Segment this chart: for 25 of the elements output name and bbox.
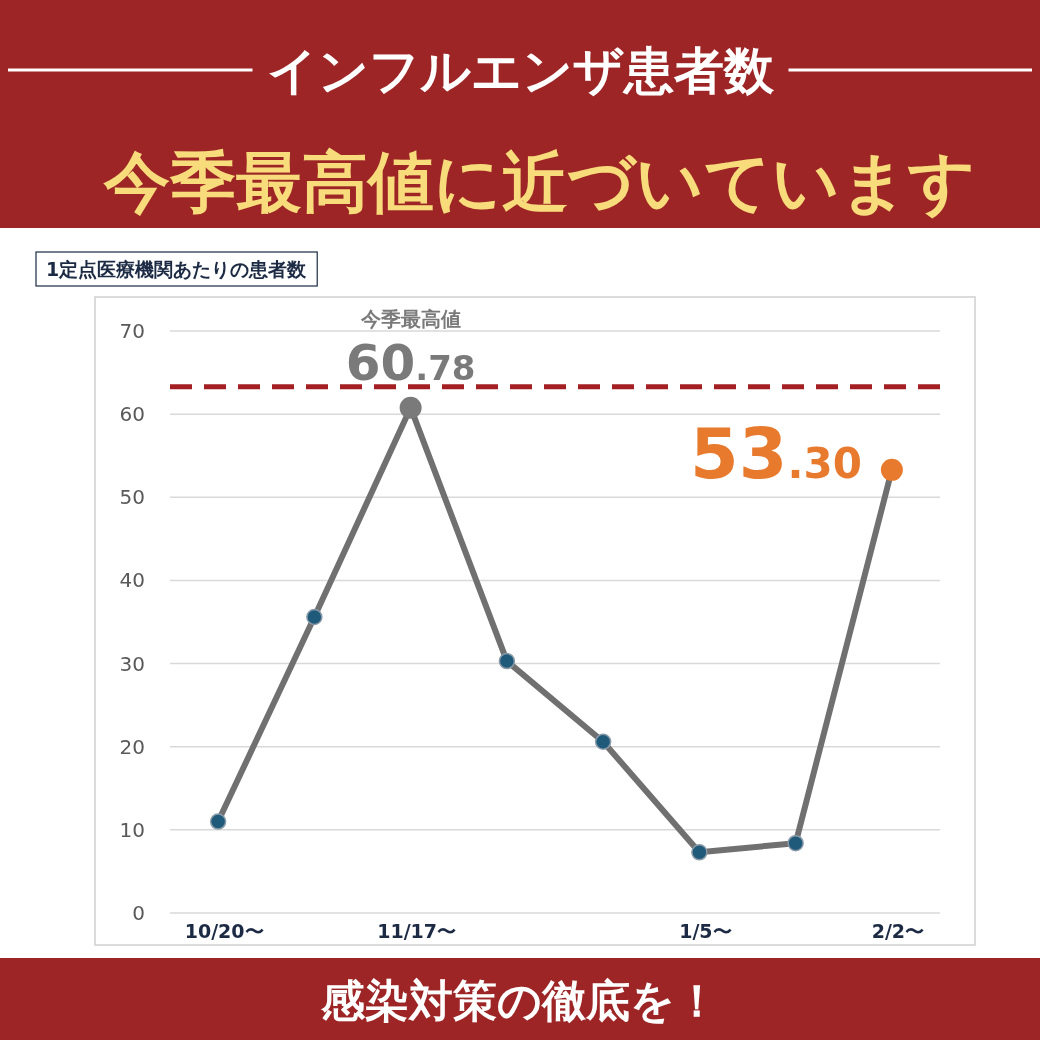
y-tick-label: 0 — [132, 901, 145, 925]
data-label: 53.30 — [690, 412, 862, 495]
point — [787, 834, 804, 852]
y-tick-label: 20 — [119, 734, 145, 759]
y-tick-label: 70 — [119, 319, 145, 343]
point — [691, 844, 708, 861]
x-tick-label: 10/20〜 — [184, 920, 264, 942]
text: 今季最高値 — [359, 306, 461, 331]
point — [594, 733, 612, 750]
y-tick-label: 60 — [119, 402, 145, 427]
text: 感染対策の徹底を！ — [320, 975, 719, 1026]
point — [498, 652, 516, 670]
point — [306, 608, 323, 626]
y-tick-label: 30 — [119, 651, 145, 676]
chart-subtitle: 今季最高値に近づいています — [103, 144, 976, 221]
y-axis-title: 1定点医療機関あたりの患者数 — [46, 258, 308, 280]
y-tick-label: 10 — [119, 817, 145, 842]
x-tick-label: 11/17〜 — [377, 920, 457, 942]
y-tick-label: 50 — [119, 485, 145, 510]
chart-title: インフルエンザ患者数 — [266, 42, 775, 100]
x-tick-label: 1/5〜 — [679, 920, 732, 942]
x-tick-label: 2/2〜 — [871, 920, 925, 942]
data-label: 60.78 — [345, 333, 476, 392]
point — [209, 813, 227, 830]
y-tick-label: 40 — [119, 568, 145, 593]
